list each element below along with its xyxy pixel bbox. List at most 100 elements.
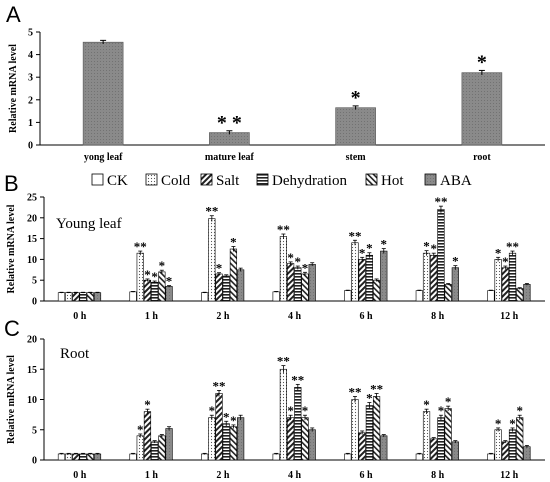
bar-salt (358, 259, 366, 302)
y-tick-label: 20 (27, 213, 37, 224)
legend-label-hot: Hot (381, 173, 404, 189)
significance-marker: * (452, 254, 459, 269)
legend-label-dehydration: Dehydration (272, 173, 347, 189)
significance-marker: * (430, 241, 437, 256)
y-tick-label: 5 (32, 425, 37, 436)
bar-cold (65, 292, 73, 302)
significance-marker: * (287, 250, 294, 265)
bar-hot (301, 417, 309, 461)
significance-marker: * (216, 261, 223, 276)
bar-ck (57, 292, 66, 302)
bar-aba (451, 267, 459, 302)
bar-hot (229, 248, 238, 302)
bar-aba (93, 292, 102, 302)
bar-dehydration (508, 252, 517, 302)
x-tick-label: 4 h (288, 470, 302, 481)
chart-a: 0 1 2 3 4 5 Relative mRNA level yong leaf * * mat… (8, 28, 545, 163)
bar (335, 107, 376, 146)
x-tick-label: 2 h (216, 311, 230, 322)
bar (82, 41, 124, 146)
y-tick-label: 15 (27, 234, 37, 245)
bar-dehydration (365, 254, 373, 302)
legend-label-ck: CK (107, 173, 128, 189)
significance-marker: * (144, 267, 151, 282)
significance-marker: * (144, 397, 151, 412)
bar-salt (72, 292, 80, 302)
significance-marker: * (351, 87, 361, 109)
legend-swatch-salt (200, 173, 213, 186)
bar-salt (215, 393, 223, 461)
bar-dehydration (437, 209, 445, 302)
bar-ck (487, 290, 495, 302)
significance-marker: * (302, 403, 309, 418)
significance-marker: * * (217, 112, 242, 134)
bar-ck (57, 453, 66, 461)
bar-aba (380, 250, 388, 302)
significance-marker: * (209, 403, 216, 418)
bar-salt (358, 432, 366, 461)
bar-cold (136, 435, 144, 461)
y-tick-label: 3 (28, 73, 33, 84)
y-tick-label: 10 (27, 395, 37, 406)
legend-label-cold: Cold (161, 173, 191, 189)
significance-marker: * (509, 416, 516, 431)
significance-marker: * (159, 258, 166, 273)
bar-ck (415, 290, 423, 302)
bar-aba (93, 453, 102, 461)
y-axis-label: Relative mRNA level (6, 204, 17, 293)
bar-ck (344, 453, 352, 461)
y-axis-label: Relative mRNA level (6, 355, 17, 444)
bar-ck (201, 292, 209, 302)
bar-salt (286, 417, 295, 461)
significance-marker: ** (370, 381, 383, 396)
bar-salt (501, 441, 509, 461)
x-tick-label: 1 h (145, 470, 159, 481)
bar-cold (279, 236, 288, 302)
x-tick-label: mature leaf (205, 152, 255, 163)
bar-aba (237, 269, 245, 302)
y-tick-label: 2 (28, 95, 33, 106)
significance-marker: * (230, 235, 237, 250)
y-tick-label: 20 (27, 335, 37, 346)
bar-hot (516, 288, 524, 302)
y-tick-label: 10 (27, 255, 37, 266)
x-tick-label: 0 h (73, 470, 87, 481)
significance-marker: * (223, 409, 230, 424)
bar-dehydration (365, 405, 373, 461)
x-tick-label: yong leaf (84, 152, 123, 163)
bar-salt (143, 279, 152, 302)
significance-marker: * (366, 391, 373, 406)
bar-hot (444, 408, 452, 461)
bar-ck (129, 453, 137, 461)
significance-marker: * (438, 403, 445, 418)
significance-marker: * (516, 403, 523, 418)
bar-hot (158, 271, 166, 302)
bar-hot (516, 417, 524, 461)
panel-b-inset: Young leaf (56, 216, 122, 232)
bar-cold (208, 218, 216, 302)
bar-aba (237, 417, 245, 461)
bar-ck (415, 453, 423, 461)
significance-marker: * (166, 274, 173, 289)
y-tick-label: 5 (32, 276, 37, 287)
bar-aba (165, 428, 173, 461)
bar-aba (308, 264, 316, 302)
bar-aba (523, 446, 531, 461)
legend: CK Cold Salt Dehydration Hot ABA (91, 173, 472, 189)
bar (461, 72, 503, 146)
significance-marker: * (477, 51, 487, 73)
bar-dehydration (294, 387, 302, 461)
y-axis-label: Relative mRNA level (8, 44, 19, 133)
y-tick-label: 0 (32, 297, 37, 308)
bar-cold (351, 399, 359, 461)
bar-salt (286, 263, 295, 302)
x-tick-label: 6 h (360, 470, 374, 481)
significance-marker: ** (205, 204, 218, 219)
bar-salt (72, 453, 80, 461)
bar-dehydration (79, 453, 87, 461)
bar-hot (229, 426, 238, 461)
bar-dehydration (222, 423, 230, 461)
